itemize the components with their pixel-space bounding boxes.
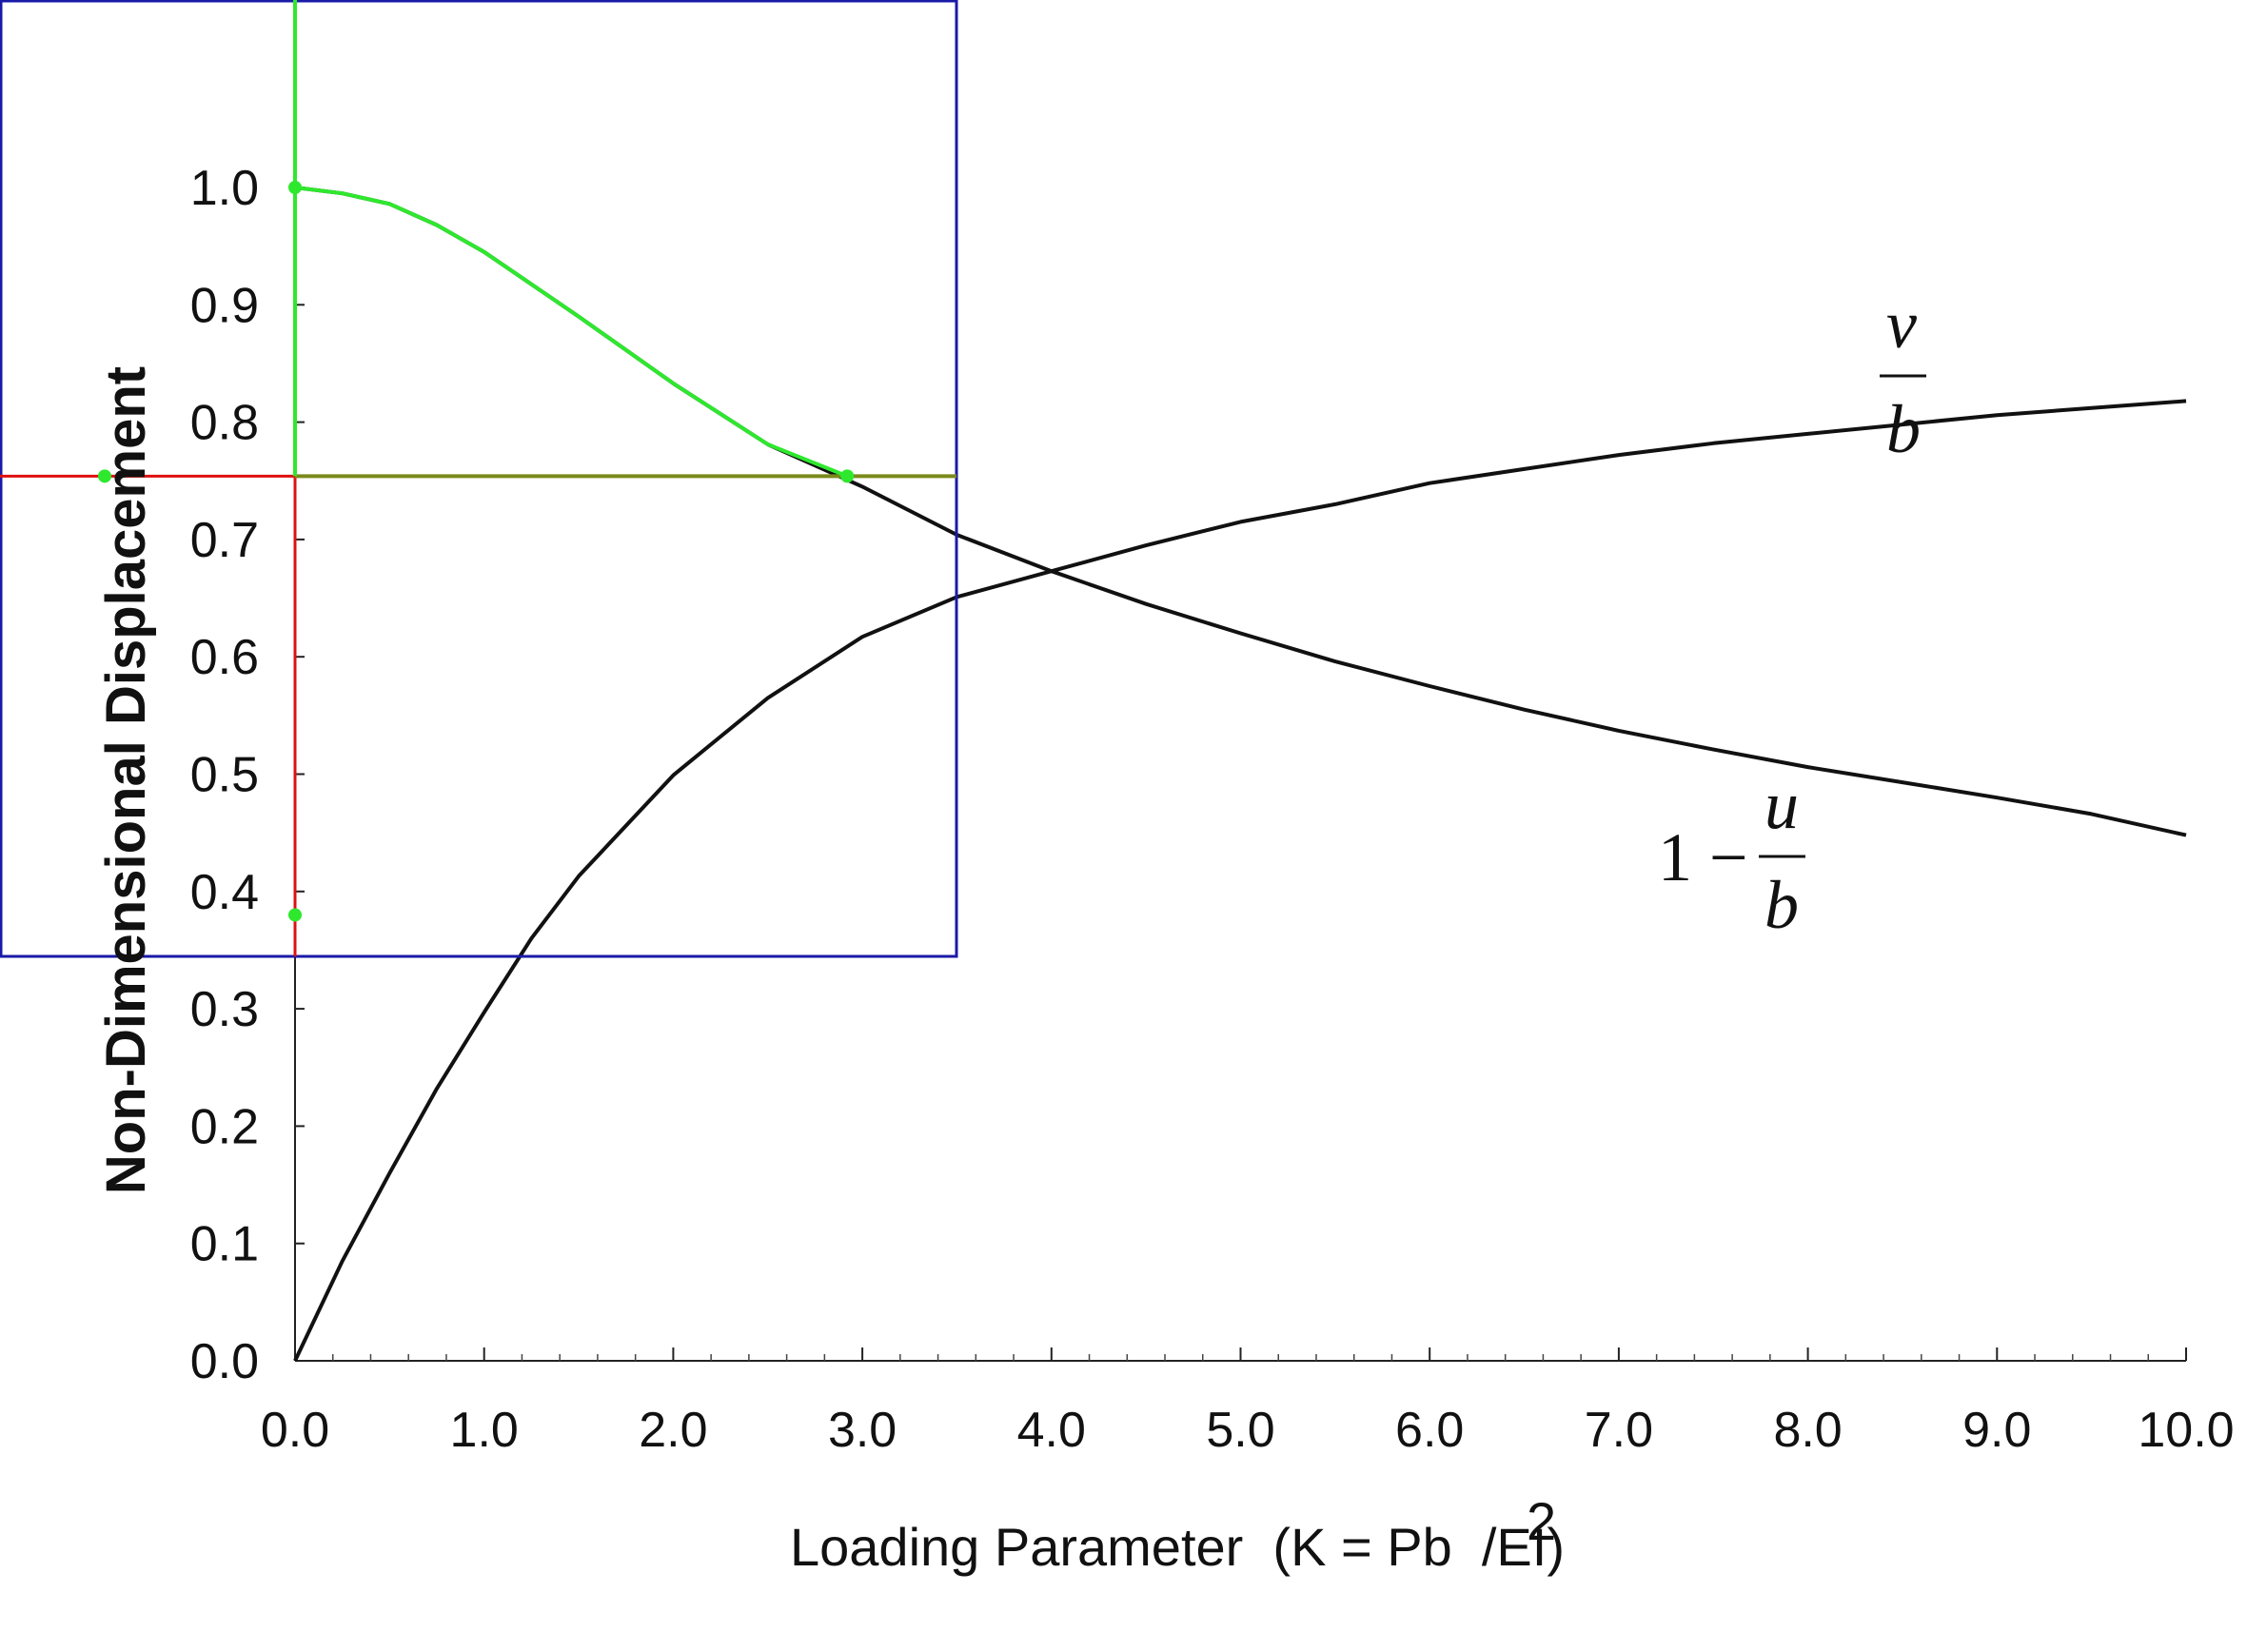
- series-line-one-minus-u-over-b: [294, 186, 2187, 837]
- green-marker-point: [288, 181, 302, 194]
- y-tick-label: 0.9: [190, 278, 259, 333]
- label-u-numerator: u: [1764, 767, 1799, 843]
- x-tick-label: 6.0: [1395, 1403, 1464, 1458]
- green-curve-trace: [294, 186, 848, 479]
- label-v-denominator: b: [1886, 391, 1921, 467]
- x-axis-title: Loading Parameter (K = Pb /EI): [790, 1517, 1565, 1577]
- y-tick-label: 0.2: [190, 1099, 259, 1154]
- label-v-numerator: v: [1886, 286, 1917, 363]
- green-marker-point: [840, 469, 855, 483]
- y-tick-label: 0.3: [190, 982, 259, 1037]
- y-tick-label: 0.0: [190, 1334, 259, 1389]
- green-marker-point: [98, 469, 111, 483]
- y-tick-label: 1.0: [190, 161, 259, 216]
- y-tick-label: 0.4: [190, 865, 259, 920]
- series-lines: [293, 186, 2187, 1362]
- blue-selection-box: [0, 0, 958, 958]
- x-tick-label: 8.0: [1773, 1403, 1842, 1458]
- x-tick-label: 7.0: [1585, 1403, 1653, 1458]
- overlay-annotations: [0, 0, 958, 958]
- y-tick-label: 0.8: [190, 396, 259, 451]
- x-tick-label: 10.0: [2138, 1403, 2234, 1458]
- x-tick-label: 4.0: [1017, 1403, 1086, 1458]
- x-tick-label: 0.0: [261, 1403, 329, 1458]
- series-label-v-over-b: v b: [1880, 286, 1926, 467]
- x-tick-label: 5.0: [1206, 1403, 1274, 1458]
- green-marker-point: [288, 908, 302, 922]
- y-axis-title: Non-Dimensional Displacement: [95, 366, 157, 1194]
- y-tick-label: 0.6: [190, 630, 259, 685]
- label-u-denominator: b: [1764, 867, 1799, 943]
- x-tick-label: 3.0: [828, 1403, 897, 1458]
- x-tick-label: 2.0: [639, 1403, 707, 1458]
- y-tick-label: 0.5: [190, 748, 259, 803]
- y-tick-label: 0.7: [190, 513, 259, 568]
- series-label-one-minus-u-over-b: 1 − u b: [1658, 767, 1805, 943]
- x-tick-label: 1.0: [450, 1403, 519, 1458]
- series-line-v-over-b: [293, 399, 2187, 1362]
- x-axis-title-superscript: 2: [1527, 1491, 1556, 1551]
- label-u-prefix: 1 −: [1658, 819, 1748, 895]
- y-tick-label: 0.1: [190, 1217, 259, 1272]
- axes: 0.0 1.0 2.0 3.0 4.0 5.0 6.0 7.0 8.0 9.0 10.0 0.0 0.1…: [190, 0, 2235, 1458]
- x-tick-label: 9.0: [1962, 1403, 2031, 1458]
